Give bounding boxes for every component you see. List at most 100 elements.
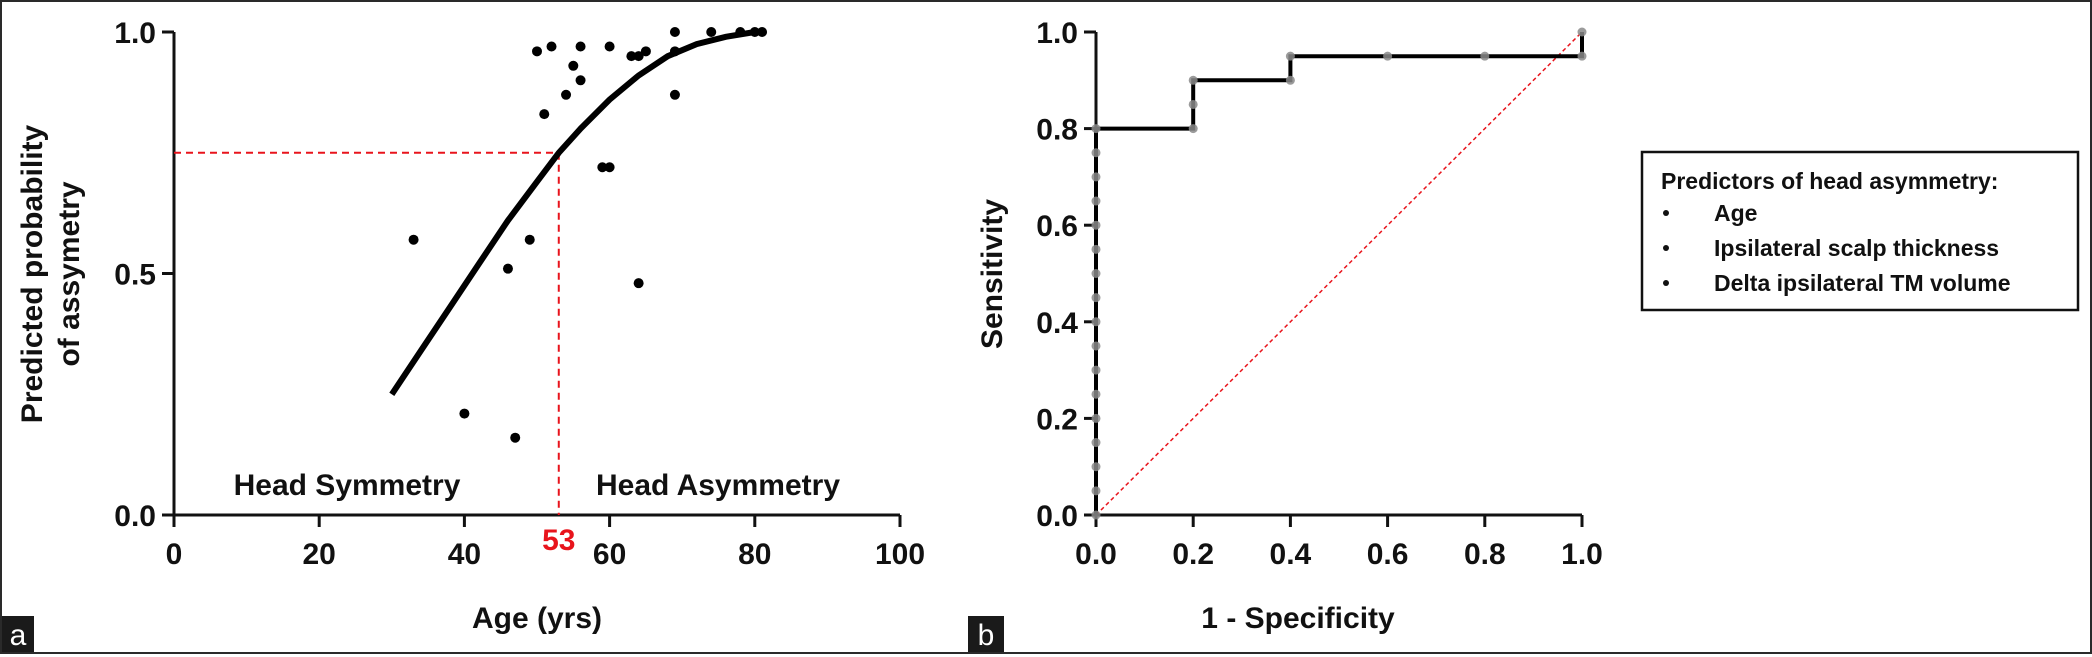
chart-a-point <box>669 89 680 100</box>
chart-a-x-tick-label: 40 <box>448 538 481 571</box>
chart-b-roc-point <box>1091 124 1101 134</box>
chart-b-roc-point <box>1091 438 1101 448</box>
chart-a-point <box>633 51 644 62</box>
chart-a-x-tick-label: 100 <box>875 538 925 571</box>
chart-a-point <box>532 46 542 57</box>
legend-item-tm-volume: Delta ipsilateral TM volume <box>1714 270 2011 296</box>
chart-a-point <box>669 46 680 57</box>
chart-b-roc-point <box>1091 510 1101 520</box>
chart-b-y-tick-label: 0.6 <box>1036 210 1078 243</box>
chart-a-point <box>568 60 579 71</box>
chart-b-roc-curve <box>1094 32 1584 515</box>
chart-b: 0.0 0.2 0.4 0.6 0.8 1.0 0.0 0.2 0.4 0.6 0.8 1.0 1 -… <box>968 17 1603 652</box>
chart-a-point <box>524 234 535 245</box>
chart-b-roc-point <box>1091 317 1101 327</box>
chart-a-x-tick-label: 20 <box>303 538 336 571</box>
chart-b-roc-point <box>1091 244 1101 254</box>
chart-b-roc-point <box>1091 293 1101 303</box>
chart-b-roc-point <box>1091 172 1101 182</box>
chart-b-y-tick-label: 0.4 <box>1036 307 1078 340</box>
panel-a-tag-label: a <box>10 619 27 652</box>
chart-a-y-tick-label: 0.5 <box>114 259 156 292</box>
chart-a-point <box>502 263 513 274</box>
chart-a-point <box>459 408 470 419</box>
legend-bullet-icon <box>1663 210 1669 216</box>
chart-a-y-tick-label: 0.0 <box>114 500 156 533</box>
chart-b-roc-point <box>1091 148 1101 158</box>
chart-a-point <box>539 109 550 120</box>
chart-a-point <box>575 75 586 86</box>
panel-a-tag <box>2 616 34 652</box>
chart-b-x-tick-label: 0.0 <box>1075 538 1117 571</box>
chart-b-reference-line <box>1095 31 1583 516</box>
chart-b-x-tick-label: 0.2 <box>1172 538 1214 571</box>
chart-b-y-tick-label: 0.8 <box>1036 114 1078 147</box>
chart-a-point <box>757 27 768 37</box>
chart-b-roc-point <box>1091 413 1101 423</box>
chart-a-point <box>669 27 680 37</box>
chart-a-point <box>626 51 637 62</box>
chart-b-roc-point <box>1480 51 1490 61</box>
chart-b-roc-point <box>1285 51 1295 61</box>
chart-b-roc-point <box>1383 51 1393 61</box>
chart-a-region-right-label: Head Asymmetry <box>596 469 840 502</box>
chart-b-x-axis-title: 1 - Specificity <box>1201 602 1395 635</box>
chart-b-marks: 0.0 0.2 0.4 0.6 0.8 1.0 0.0 0.2 0.4 0.6 0.8 1.0 <box>1036 17 1603 571</box>
chart-b-roc-point <box>1091 389 1101 399</box>
chart-a-point <box>575 41 586 52</box>
chart-a-point <box>640 46 651 57</box>
chart-b-y-tick-label: 0.2 <box>1036 403 1078 436</box>
legend-box <box>1640 150 2080 312</box>
chart-a-x-tick-label: 60 <box>593 538 626 571</box>
chart-a-cutoff-label: 53 <box>542 524 575 557</box>
chart-b-roc-point <box>1188 75 1198 85</box>
chart-b-roc-point <box>1091 462 1101 472</box>
chart-b-y-tick-label: 1.0 <box>1036 17 1078 50</box>
chart-b-roc-point <box>1091 486 1101 496</box>
legend-item-age: Age <box>1714 200 1757 226</box>
chart-b-roc-point <box>1091 341 1101 351</box>
chart-b-roc-point <box>1577 27 1587 37</box>
chart-b-roc-point <box>1188 99 1198 109</box>
legend-title: Predictors of head asymmetry: <box>1661 168 1998 194</box>
chart-b-x-tick-label: 0.4 <box>1270 538 1312 571</box>
chart-a-y-axis-title-line1: Predicted probability <box>16 124 49 423</box>
chart-a-point <box>546 41 557 52</box>
chart-b-x-tick-label: 0.8 <box>1464 538 1506 571</box>
chart-a-fitted-curve <box>389 29 756 396</box>
chart-a-x-tick-label: 80 <box>738 538 771 571</box>
chart-a-region-left-label: Head Symmetry <box>234 469 461 502</box>
chart-b-roc-point <box>1091 365 1101 375</box>
chart-a-x-tick-label: 0 <box>166 538 183 571</box>
chart-a-y-tick-label: 1.0 <box>114 17 156 50</box>
chart-b-roc-point <box>1285 75 1295 85</box>
chart-a-point <box>735 27 746 37</box>
chart-a-marks: 0 20 40 60 80 100 0.0 0.5 1.0 <box>114 17 925 571</box>
chart-b-roc-point <box>1091 269 1101 278</box>
chart-a-point <box>604 41 615 52</box>
chart-b-x-tick-label: 1.0 <box>1561 538 1603 571</box>
chart-b-y-tick-label: 0.0 <box>1036 500 1078 533</box>
chart-a-y-axis-title-line2: of assymetry <box>53 181 86 366</box>
chart-a-point <box>749 27 760 37</box>
chart-b-x-tick-label: 0.6 <box>1367 538 1409 571</box>
chart-b-legend: Predictors of head asymmetry: Age Ipsila… <box>1640 150 2080 312</box>
chart-a-x-axis-title: Age (yrs) <box>472 602 602 635</box>
panel-b-tag-label: b <box>978 619 995 652</box>
chart-b-roc-point <box>1577 51 1587 61</box>
chart-a-point <box>604 162 615 173</box>
chart-b-roc-point <box>1091 220 1101 230</box>
legend-item-scalp-thickness: Ipsilateral scalp thickness <box>1714 235 1999 261</box>
chart-a: 0 20 40 60 80 100 0.0 0.5 1.0 Head Symmetry Head… <box>2 17 925 652</box>
chart-b-roc-point <box>1188 124 1198 134</box>
chart-b-roc-point <box>1091 196 1101 206</box>
chart-a-point <box>408 234 419 245</box>
panel-b-tag <box>968 616 1004 652</box>
chart-a-point <box>597 162 608 173</box>
chart-a-point <box>633 278 644 289</box>
chart-a-point <box>706 27 717 37</box>
chart-a-point <box>510 432 521 443</box>
chart-a-point <box>561 89 572 100</box>
